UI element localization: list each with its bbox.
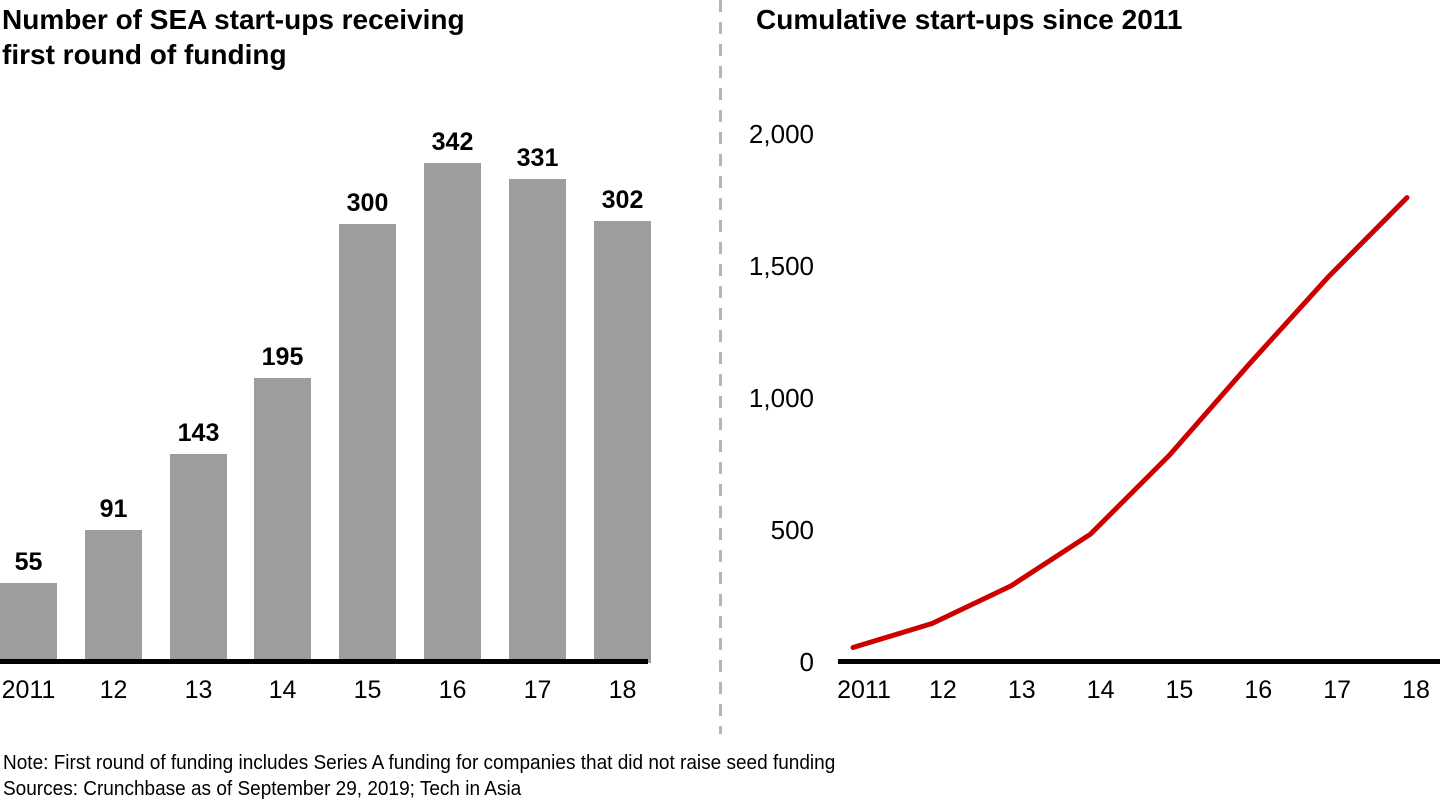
bar-value-label: 302 bbox=[601, 186, 644, 214]
bar bbox=[594, 221, 651, 663]
bar-chart-title-line1: Number of SEA start-ups receiving bbox=[2, 4, 465, 35]
bar-chart-title-line2: first round of funding bbox=[2, 39, 287, 70]
bar bbox=[85, 530, 142, 663]
x-tick-label: 2011 bbox=[1, 676, 56, 704]
panel-divider bbox=[719, 0, 722, 734]
x-tick-label: 14 bbox=[268, 676, 297, 704]
bar bbox=[424, 163, 481, 663]
bar bbox=[170, 454, 227, 663]
bar-value-label: 91 bbox=[99, 495, 128, 523]
y-tick-label: 1,500 bbox=[748, 251, 814, 281]
x-tick-label: 16 bbox=[1244, 676, 1273, 704]
x-tick-label: 18 bbox=[608, 676, 637, 704]
x-axis bbox=[838, 659, 1440, 664]
bar bbox=[339, 224, 396, 663]
bar-value-label: 143 bbox=[177, 419, 220, 447]
x-tick-label: 2011 bbox=[837, 676, 891, 704]
x-tick-label: 16 bbox=[438, 676, 467, 704]
cumulative-line-path bbox=[850, 195, 1410, 650]
x-tick-label: 12 bbox=[928, 676, 957, 704]
y-tick-label: 0 bbox=[799, 647, 814, 677]
bar-chart-title: Number of SEA start-ups receiving first … bbox=[2, 2, 465, 72]
x-tick-label: 13 bbox=[184, 676, 213, 704]
x-axis bbox=[0, 659, 648, 664]
y-tick-label: 500 bbox=[770, 515, 814, 545]
bar bbox=[509, 179, 566, 663]
note-text: Note: First round of funding includes Se… bbox=[3, 752, 836, 774]
x-tick-label: 15 bbox=[1165, 676, 1194, 704]
bar-value-label: 342 bbox=[431, 128, 474, 156]
bar bbox=[254, 378, 311, 663]
bar bbox=[0, 583, 57, 663]
x-tick-label: 15 bbox=[353, 676, 382, 704]
bar-value-label: 331 bbox=[516, 144, 559, 172]
x-tick-label: 14 bbox=[1086, 676, 1115, 704]
x-tick-label: 12 bbox=[99, 676, 128, 704]
x-tick-label: 13 bbox=[1007, 676, 1036, 704]
x-tick-label: 18 bbox=[1402, 676, 1430, 704]
bar-value-label: 300 bbox=[346, 189, 389, 217]
x-tick-label: 17 bbox=[1323, 676, 1352, 704]
sources-text: Sources: Crunchbase as of September 29, … bbox=[3, 778, 522, 800]
y-tick-label: 2,000 bbox=[748, 119, 814, 149]
x-tick-label: 17 bbox=[523, 676, 552, 704]
y-tick-label: 1,000 bbox=[748, 383, 814, 413]
bar-value-label: 195 bbox=[261, 343, 304, 371]
bar-value-label: 55 bbox=[14, 548, 43, 576]
line-chart-title: Cumulative start-ups since 2011 bbox=[756, 4, 1183, 35]
